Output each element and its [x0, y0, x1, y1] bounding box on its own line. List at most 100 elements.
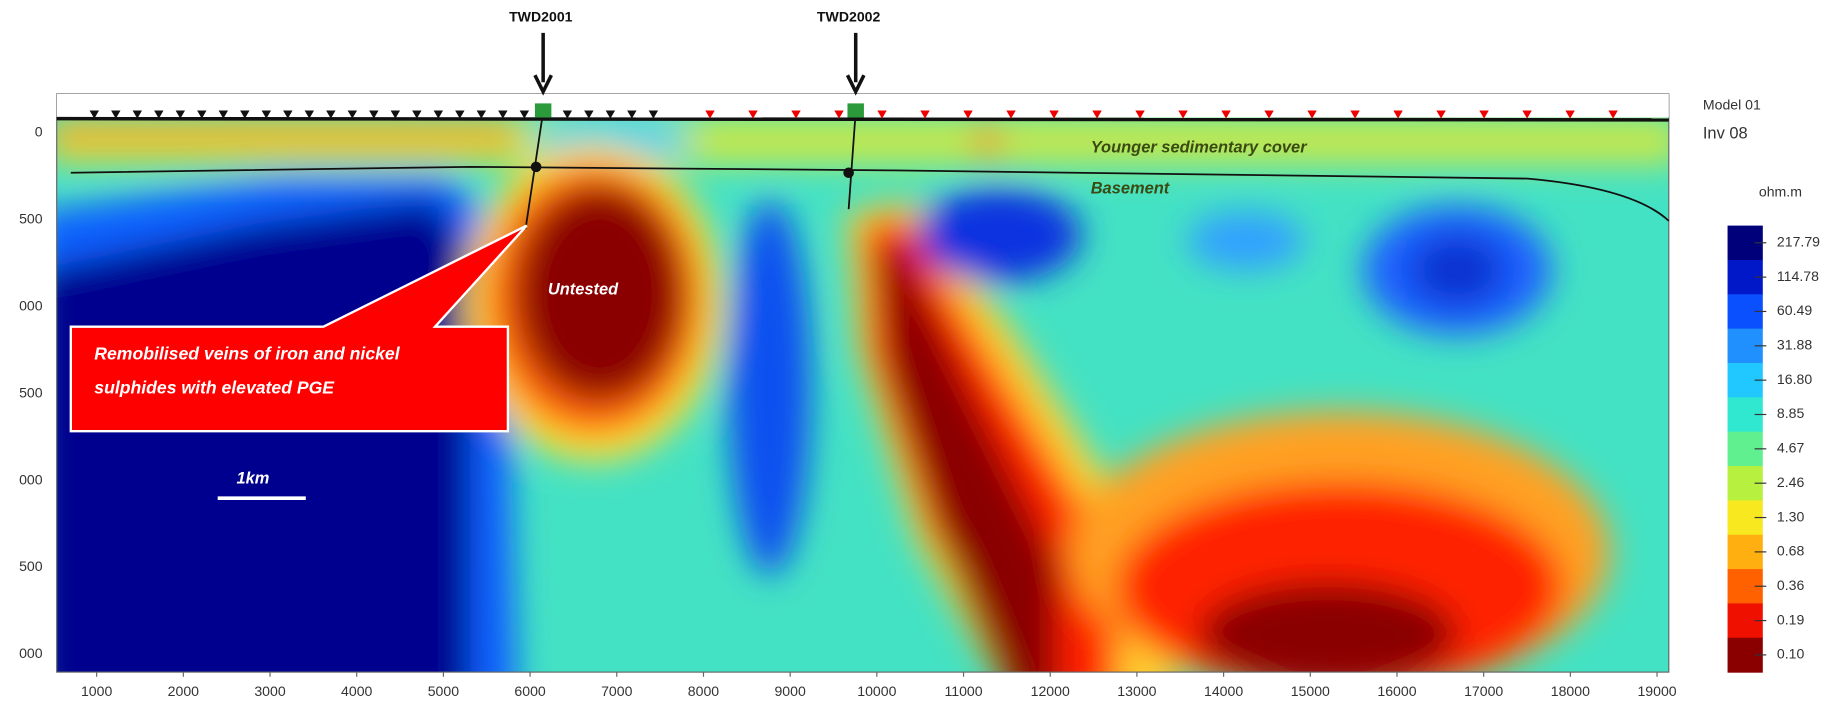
- intersection: [530, 161, 542, 173]
- x-tick-label: 10000: [857, 683, 896, 699]
- x-tick-label: 7000: [601, 683, 633, 699]
- colorbar-label: 1.30: [1777, 508, 1805, 524]
- x-tick-label: 16000: [1377, 683, 1416, 699]
- x-tick-label: 5000: [428, 683, 460, 699]
- receiver: [748, 110, 758, 119]
- x-tick-label: 15000: [1291, 683, 1330, 699]
- receiver: [605, 110, 616, 119]
- receiver: [433, 110, 444, 119]
- rig: [534, 103, 552, 118]
- receiver: [519, 110, 530, 119]
- receiver: [412, 110, 422, 119]
- y-tick-label: 000: [19, 645, 43, 661]
- drill-trace: [847, 111, 857, 210]
- receivers: [89, 110, 1618, 119]
- receiver: [834, 110, 844, 119]
- receiver: [1221, 110, 1231, 119]
- y-tick-label: 500: [19, 384, 43, 400]
- receiver: [326, 110, 336, 119]
- unit: ohm.m: [1759, 183, 1802, 199]
- scale-label: 1km: [236, 470, 269, 488]
- y-tick-label: 500: [19, 210, 43, 226]
- topography: [56, 116, 1669, 122]
- receiver: [304, 110, 315, 119]
- receiver: [390, 110, 401, 119]
- receiver: [175, 110, 186, 119]
- colorbar-label: 2.46: [1777, 474, 1805, 490]
- x-tick-label: 12000: [1031, 683, 1070, 699]
- receiver: [1092, 110, 1102, 119]
- basement-contact: [70, 165, 1670, 222]
- x-tick-label: 6000: [514, 683, 546, 699]
- intersection: [843, 167, 854, 179]
- receiver: [1565, 110, 1575, 119]
- receiver: [562, 110, 573, 119]
- model-name: Model 01: [1703, 96, 1761, 112]
- receiver: [1350, 110, 1360, 119]
- receiver: [1393, 110, 1403, 119]
- x-tick-label: 3000: [254, 683, 286, 699]
- colorbar-label: 4.67: [1777, 440, 1805, 456]
- receiver: [1135, 110, 1145, 119]
- receiver: [705, 110, 715, 119]
- receiver: [584, 110, 594, 119]
- y-tick-label: 000: [19, 471, 43, 487]
- receiver: [369, 110, 379, 119]
- cover-label: Younger sedimentary cover: [1091, 138, 1308, 156]
- callout-box: [69, 224, 528, 433]
- arrow: [845, 32, 866, 96]
- basement-label: Basement: [1091, 180, 1171, 198]
- receiver: [111, 110, 121, 119]
- colorbar-label: 217.79: [1777, 233, 1820, 249]
- x-tick-label: 2000: [168, 683, 200, 699]
- resistivity-image: [56, 117, 1669, 673]
- x-tick-label: 17000: [1464, 683, 1503, 699]
- colorbar-label: 31.88: [1777, 337, 1812, 353]
- receiver: [455, 110, 465, 119]
- inversion: Inv 08: [1703, 124, 1748, 142]
- untested-label: Untested: [548, 281, 619, 299]
- colorbar-label: 114.78: [1777, 268, 1819, 284]
- receiver: [791, 110, 801, 119]
- receiver: [261, 110, 272, 119]
- receiver: [1307, 110, 1317, 119]
- callout-text: Remobilised veins of iron and nickel: [94, 344, 400, 364]
- receiver: [1264, 110, 1274, 119]
- receiver: [1436, 110, 1446, 119]
- colorbar-label: 8.85: [1777, 405, 1805, 421]
- drill-label: TWD2002: [817, 8, 881, 24]
- receiver: [920, 110, 930, 119]
- receiver: [240, 110, 250, 119]
- x-tick-label: 8000: [688, 683, 720, 699]
- x-tick-label: 1000: [81, 683, 113, 699]
- x-tick-label: 13000: [1117, 683, 1156, 699]
- rig: [847, 103, 864, 118]
- x-tick-label: 11000: [944, 683, 982, 699]
- receiver: [1479, 110, 1489, 119]
- receiver: [648, 110, 659, 119]
- colorbar-label: 0.10: [1777, 646, 1805, 662]
- receiver: [963, 110, 973, 119]
- callout-text: sulphides with elevated PGE: [94, 378, 335, 398]
- receiver: [1178, 110, 1188, 119]
- y-tick-label: 000: [19, 297, 43, 313]
- receiver: [283, 110, 293, 119]
- arrow: [533, 32, 553, 96]
- y-tick-label: 500: [19, 558, 43, 574]
- receiver: [218, 110, 229, 119]
- receiver: [1049, 110, 1059, 119]
- x-tick-label: 9000: [774, 683, 806, 699]
- y-tick-label: 0: [35, 123, 43, 139]
- receiver: [154, 110, 164, 119]
- receiver: [1608, 110, 1618, 119]
- colorbar-label: 60.49: [1777, 302, 1812, 318]
- receiver: [627, 110, 637, 119]
- receiver: [498, 110, 508, 119]
- colorbar-label: 0.19: [1777, 611, 1805, 627]
- colorbar-label: 0.36: [1777, 577, 1805, 593]
- drill-label: TWD2001: [509, 8, 573, 24]
- receiver: [1522, 110, 1532, 119]
- x-tick-label: 18000: [1551, 683, 1590, 699]
- receiver: [1006, 110, 1016, 119]
